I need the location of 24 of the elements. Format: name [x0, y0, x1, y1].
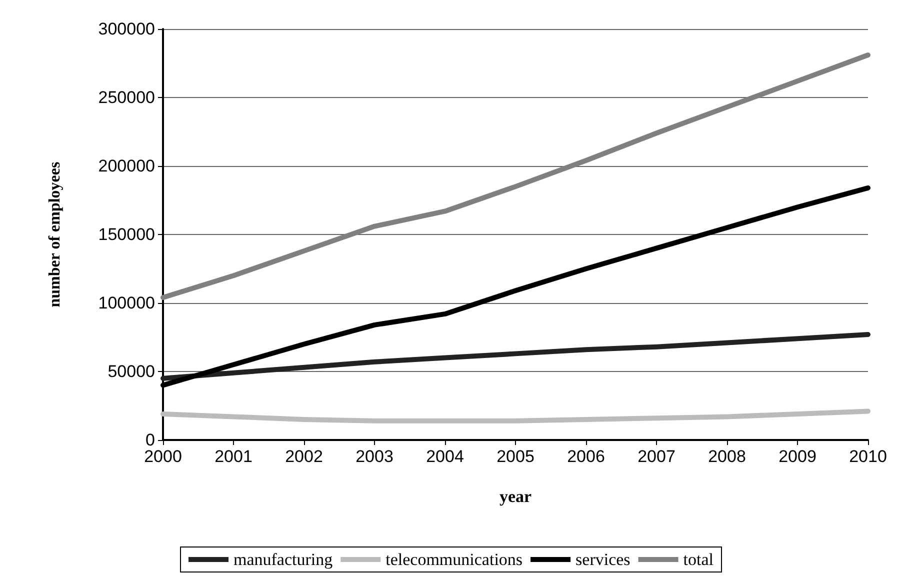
- x-tick-label: 2004: [426, 447, 464, 466]
- legend-label: services: [576, 550, 630, 569]
- x-tick-label: 2003: [356, 447, 394, 466]
- y-tick-label: 100000: [98, 294, 155, 312]
- legend-label: total: [683, 550, 714, 569]
- x-tick-label: 2010: [849, 447, 887, 466]
- y-tick-label: 0: [146, 430, 155, 450]
- y-tick-label: 200000: [98, 156, 155, 176]
- y-tick-label: 300000: [98, 20, 155, 38]
- y-tick-label: 50000: [108, 362, 155, 381]
- x-tick-label: 2007: [638, 447, 676, 466]
- x-tick-label: 2006: [567, 447, 605, 466]
- legend-label: telecommunications: [386, 550, 523, 569]
- legend-label: manufacturing: [234, 550, 334, 569]
- x-axis-title: year: [499, 487, 532, 506]
- y-axis-title: number of employees: [46, 162, 64, 308]
- x-tick-label: 2001: [214, 447, 252, 466]
- x-tick-label: 2009: [778, 447, 816, 466]
- y-tick-label: 150000: [98, 225, 155, 244]
- x-tick-label: 2008: [708, 447, 746, 466]
- x-tick-label: 2005: [496, 447, 534, 466]
- y-tick-label: 250000: [98, 88, 155, 107]
- x-tick-label: 2002: [285, 447, 323, 466]
- x-tick-label: 2000: [144, 447, 182, 466]
